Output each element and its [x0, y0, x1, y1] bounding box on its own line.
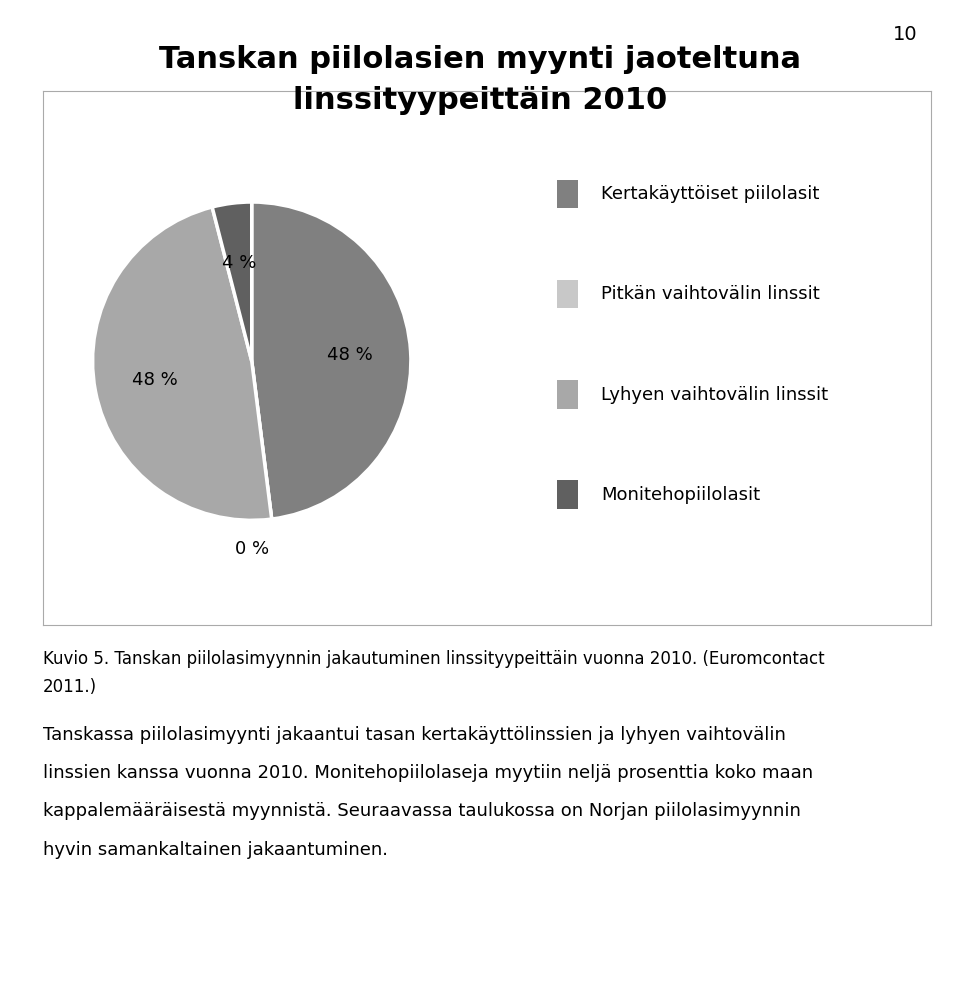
Text: Monitehopiilolasit: Monitehopiilolasit: [601, 486, 760, 504]
Wedge shape: [252, 361, 272, 519]
Text: Tanskassa piilolasimyynti jakaantui tasan kertakäyttölinssien ja lyhyen vaihtovä: Tanskassa piilolasimyynti jakaantui tasa…: [43, 726, 786, 744]
FancyBboxPatch shape: [557, 179, 578, 209]
Text: Pitkän vaihtovälin linssit: Pitkän vaihtovälin linssit: [601, 285, 820, 303]
Text: 2011.): 2011.): [43, 678, 97, 697]
Text: 0 %: 0 %: [234, 540, 269, 558]
Text: Kuvio 5. Tanskan piilolasimyynnin jakautuminen linssityypeittäin vuonna 2010. (E: Kuvio 5. Tanskan piilolasimyynnin jakaut…: [43, 650, 825, 668]
Text: Lyhyen vaihtovälin linssit: Lyhyen vaihtovälin linssit: [601, 386, 828, 403]
Wedge shape: [212, 202, 252, 361]
FancyBboxPatch shape: [557, 480, 578, 509]
Wedge shape: [252, 202, 411, 519]
Text: hyvin samankaltainen jakaantuminen.: hyvin samankaltainen jakaantuminen.: [43, 841, 388, 859]
Text: linssien kanssa vuonna 2010. Monitehopiilolaseja myytiin neljä prosenttia koko m: linssien kanssa vuonna 2010. Monitehopii…: [43, 764, 813, 782]
Text: linssityypeittäin 2010: linssityypeittäin 2010: [293, 86, 667, 115]
Text: 4 %: 4 %: [222, 254, 256, 272]
Text: 48 %: 48 %: [132, 371, 178, 389]
Text: Tanskan piilolasien myynti jaoteltuna: Tanskan piilolasien myynti jaoteltuna: [159, 45, 801, 75]
FancyBboxPatch shape: [557, 380, 578, 408]
FancyBboxPatch shape: [557, 280, 578, 308]
Text: Kertakäyttöiset piilolasit: Kertakäyttöiset piilolasit: [601, 185, 819, 204]
Text: kappalemääräisestä myynnistä. Seuraavassa taulukossa on Norjan piilolasimyynnin: kappalemääräisestä myynnistä. Seuraavass…: [43, 802, 801, 821]
Text: 10: 10: [893, 25, 918, 44]
Text: 48 %: 48 %: [327, 346, 373, 364]
Wedge shape: [92, 207, 272, 520]
